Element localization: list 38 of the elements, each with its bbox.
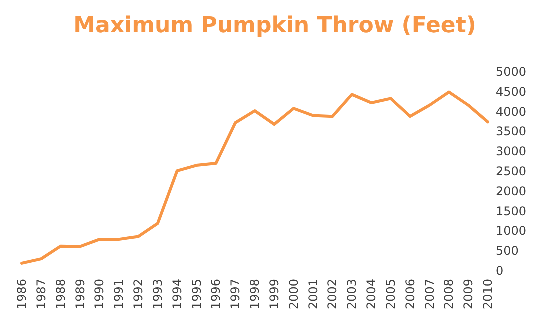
y-tick-label: 2500 (496, 164, 527, 178)
x-tick-label: 2010 (481, 279, 495, 310)
y-tick-label: 1000 (496, 224, 527, 238)
x-tick-label: 1987 (34, 279, 48, 310)
x-tick-label: 2005 (384, 279, 398, 310)
x-tick-label: 2000 (286, 279, 301, 310)
x-tick-label: 1996 (209, 279, 224, 310)
x-tick-label: 1988 (54, 279, 68, 310)
line-series (20, 90, 490, 265)
y-tick-label: 500 (496, 244, 519, 258)
y-tick-label: 4500 (496, 84, 527, 99)
x-tick-label: 1992 (132, 279, 146, 310)
x-tick-label: 1989 (73, 279, 88, 310)
x-tick-label: 2008 (442, 279, 456, 310)
y-tick-label: 5000 (496, 65, 527, 79)
x-tick-label: 1995 (190, 279, 204, 310)
y-tick-label: 4000 (496, 104, 527, 119)
y-tick-label: 2000 (496, 184, 527, 198)
x-tick-label: 2001 (306, 279, 320, 310)
x-tick-label: 2007 (422, 279, 437, 310)
x-tick-label: 1998 (248, 279, 262, 310)
x-tick-label: 2003 (345, 279, 360, 310)
x-tick-label: 1993 (150, 279, 165, 310)
y-tick-label: 1500 (496, 204, 527, 218)
x-tick-label: 1991 (112, 279, 126, 310)
y-tick-label: 3000 (496, 144, 527, 159)
x-tick-label: 2004 (364, 279, 378, 310)
x-tick-label: 1986 (15, 279, 29, 310)
y-tick-label: 0 (496, 264, 504, 278)
x-tick-label: 2002 (326, 279, 340, 310)
x-tick-label: 2009 (462, 279, 476, 310)
x-tick-label: 1994 (170, 279, 184, 310)
x-tick-label: 2006 (403, 279, 418, 310)
x-tick-label: 1990 (92, 279, 107, 310)
x-tick-label: 1997 (228, 279, 243, 310)
chart-title: Maximum Pumpkin Throw (Feet) (74, 14, 476, 38)
y-tick-label: 3500 (496, 124, 527, 139)
x-tick-label: 1999 (267, 279, 282, 310)
